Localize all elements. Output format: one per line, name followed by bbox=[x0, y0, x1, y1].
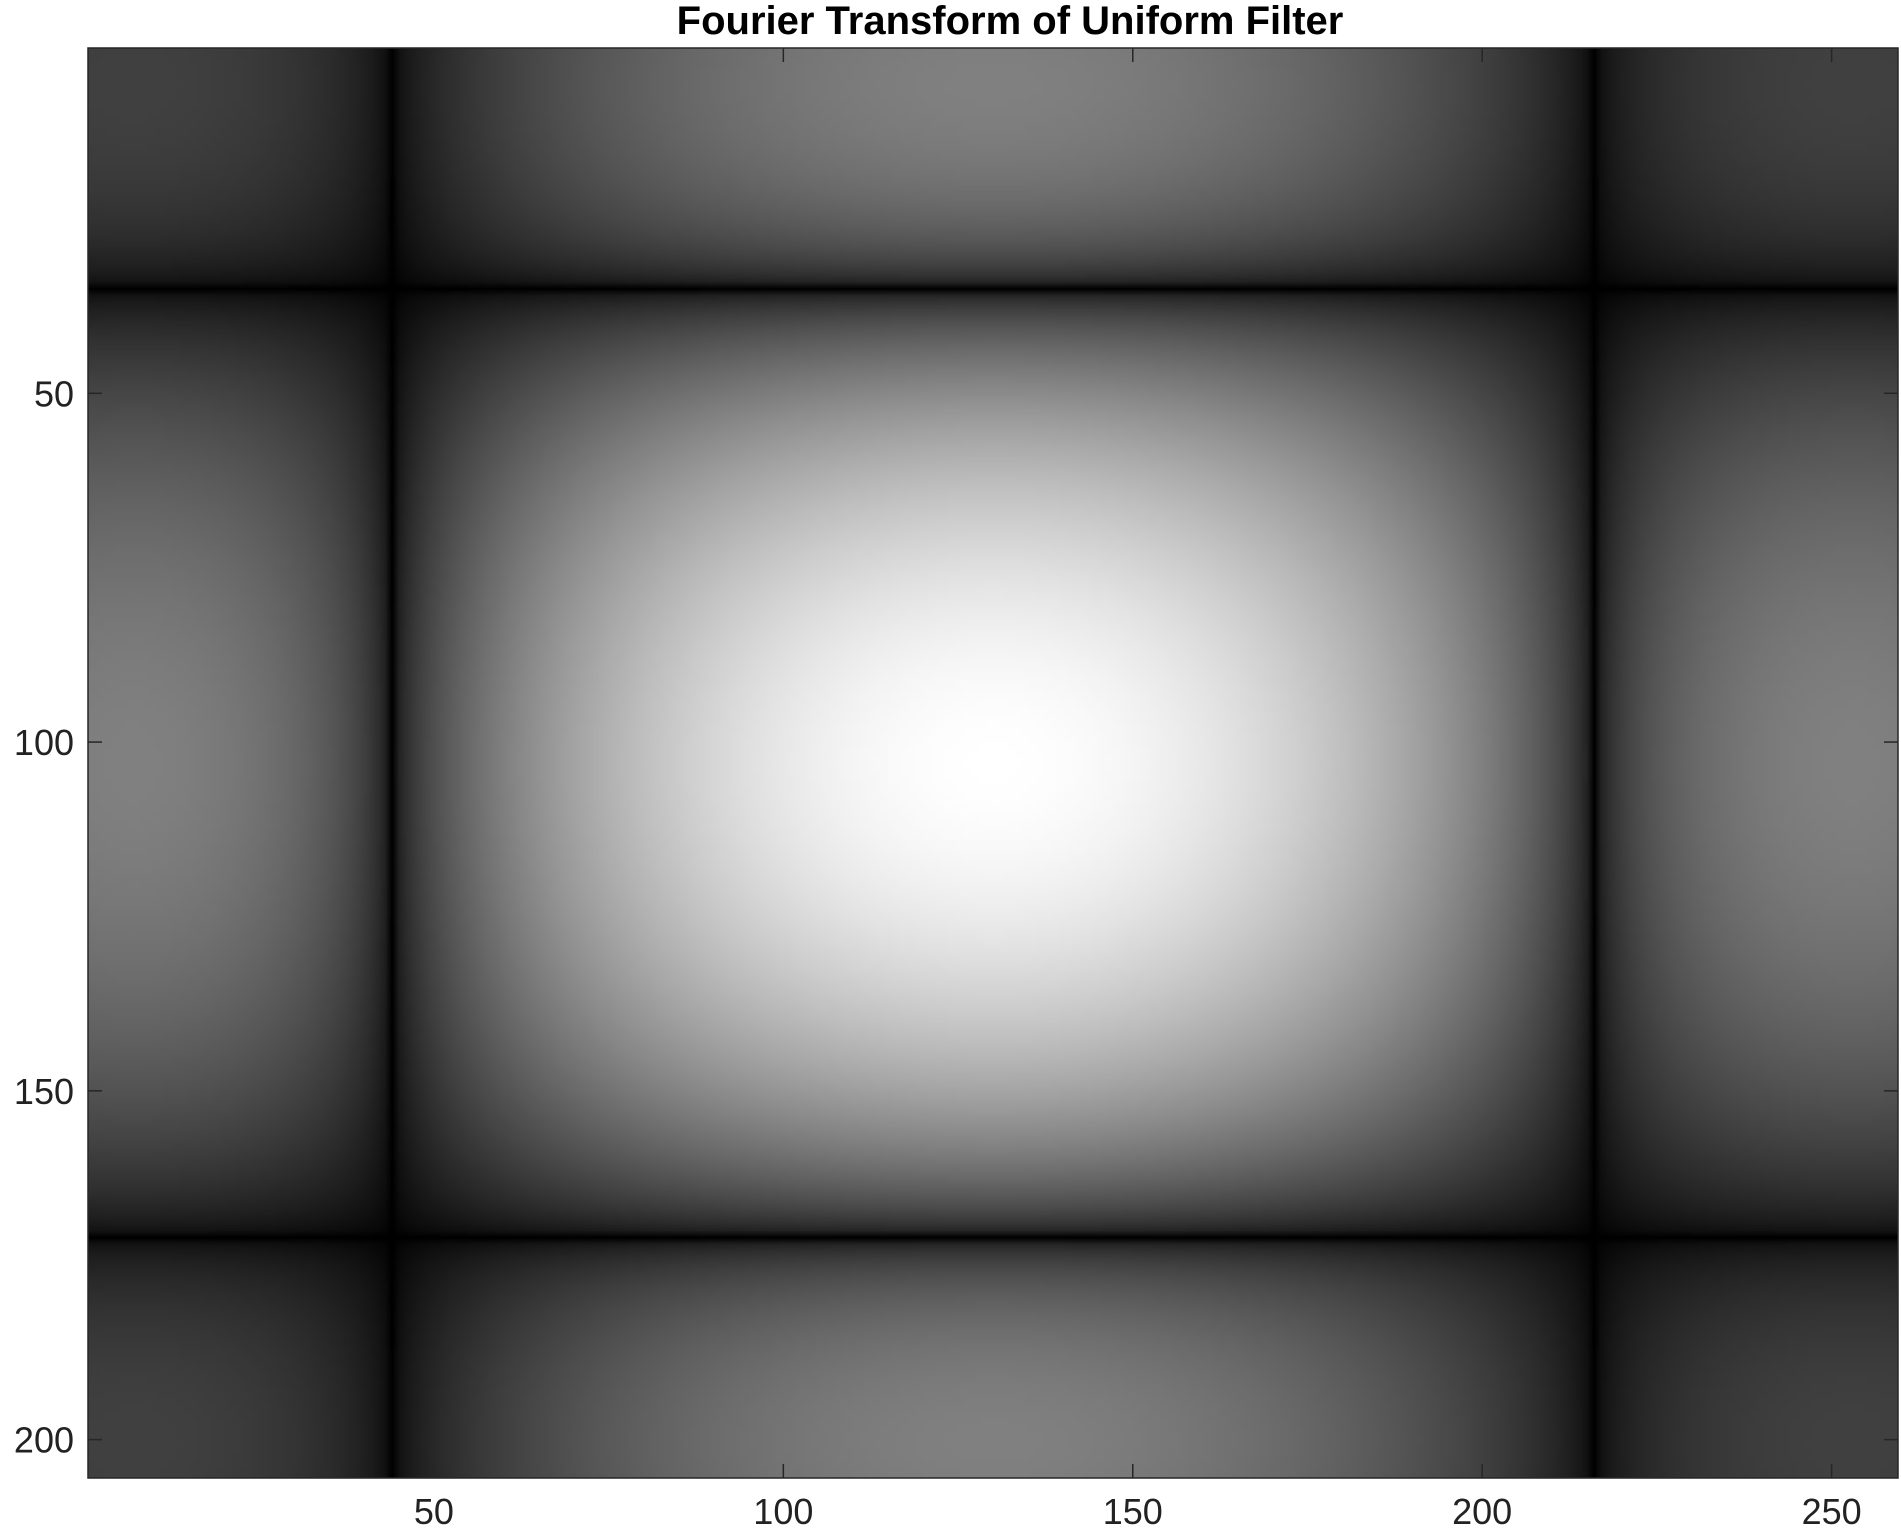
x-tick-label: 200 bbox=[1452, 1491, 1512, 1532]
x-tick-label: 50 bbox=[414, 1491, 454, 1532]
x-tick-label: 100 bbox=[753, 1491, 813, 1532]
x-tick-label: 150 bbox=[1103, 1491, 1163, 1532]
y-tick-label: 200 bbox=[14, 1420, 74, 1461]
x-axis-ticks: 50 100 150 200 250 bbox=[414, 48, 1862, 1532]
y-tick-label: 100 bbox=[14, 722, 74, 763]
y-axis-ticks: 50 100 150 200 bbox=[14, 373, 1898, 1461]
heatmap-image bbox=[88, 48, 1898, 1478]
x-tick-label: 250 bbox=[1802, 1491, 1862, 1532]
chart-title: Fourier Transform of Uniform Filter bbox=[677, 0, 1344, 43]
y-tick-label: 150 bbox=[14, 1071, 74, 1112]
axes: 50 100 150 200 250 50 100 150 200 bbox=[14, 47, 1899, 1532]
y-tick-label: 50 bbox=[34, 373, 74, 414]
